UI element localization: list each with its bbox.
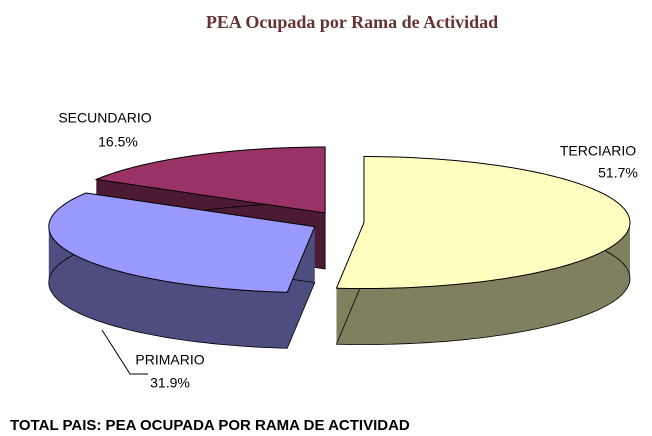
caption: TOTAL PAIS: PEA OCUPADA POR RAMA DE ACTI…	[10, 417, 410, 434]
chart-title: PEA Ocupada por Rama de Actividad	[206, 12, 498, 32]
leader-line	[101, 329, 148, 375]
value-label: 31.9%	[150, 375, 190, 391]
value-label: 51.7%	[598, 165, 638, 181]
slice	[94, 146, 326, 214]
slice-label: SECUNDARIO	[58, 110, 151, 126]
slice-side-outline	[48, 248, 316, 349]
slice	[335, 156, 631, 290]
value-label: 16.5%	[98, 134, 138, 150]
slice	[48, 192, 316, 293]
slice-label: TERCIARIO	[560, 143, 636, 159]
slice-label: PRIMARIO	[135, 352, 204, 368]
